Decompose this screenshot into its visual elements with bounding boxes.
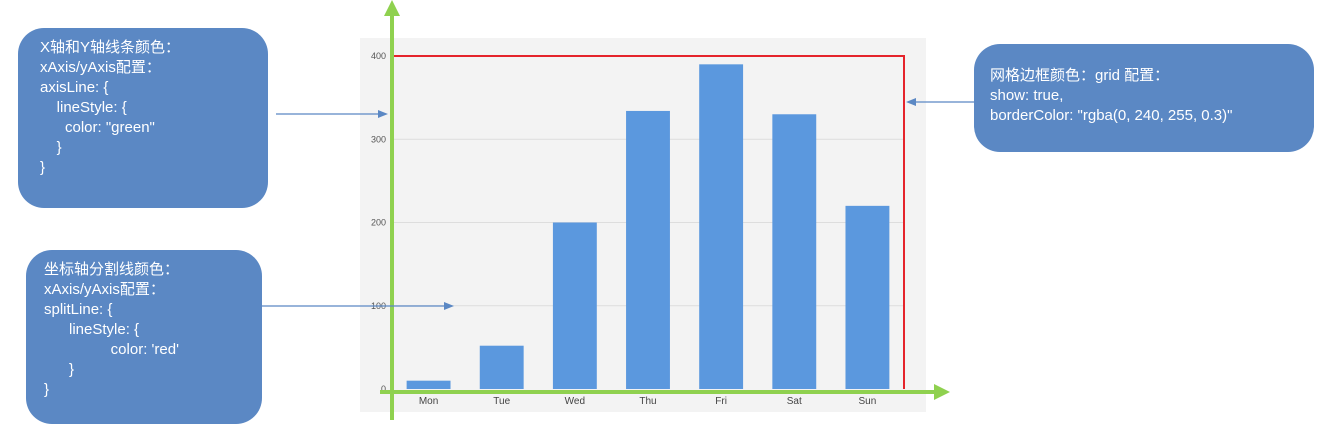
y-axis-arrowhead (384, 0, 400, 16)
note-line: 坐标轴分割线颜色： (44, 261, 180, 278)
split-line-note: 坐标轴分割线颜色： xAxis/yAxis配置： splitLine: { li… (26, 250, 262, 424)
note-line: splitLine: { (44, 301, 113, 318)
x-tick-label: Wed (565, 396, 585, 407)
y-tick-label: 300 (371, 134, 386, 144)
splitline-pointer-head (444, 302, 454, 310)
note-line: X轴和Y轴线条颜色： (40, 39, 181, 56)
x-tick-label: Fri (715, 396, 727, 407)
y-tick-label: 0 (381, 384, 386, 394)
bar-mon (406, 380, 451, 389)
note-line: lineStyle: { (40, 99, 127, 116)
note-line: xAxis/yAxis配置： (44, 281, 165, 298)
x-axis-arrowhead (934, 384, 950, 400)
pointer-arrows (262, 98, 974, 310)
note-line: } (44, 381, 50, 398)
note-line: } (40, 139, 62, 156)
grid-border (392, 55, 905, 389)
y-tick-label: 400 (371, 51, 386, 61)
note-line: 网格边框颜色：grid 配置： (990, 67, 1170, 84)
x-tick-label: Thu (639, 396, 656, 407)
grid-border-note: 网格边框颜色：grid 配置： show: true, borderColor:… (974, 44, 1314, 152)
note-line: color: 'red' (44, 341, 179, 358)
x-tick-label: Tue (493, 396, 510, 407)
bars (406, 64, 890, 390)
x-tick-labels: Mon Tue Wed Thu Fri Sat Sun (419, 396, 876, 407)
y-tick-label: 200 (371, 218, 386, 228)
note-line: borderColor: "rgba(0, 240, 255, 0.3)" (990, 107, 1233, 124)
x-tick-label: Sat (787, 396, 802, 407)
bar-thu (626, 110, 670, 389)
note-line: } (40, 159, 46, 176)
bar-fri (699, 64, 744, 389)
x-tick-label: Sun (859, 396, 877, 407)
axis-line-note: X轴和Y轴线条颜色： xAxis/yAxis配置： axisLine: { li… (18, 28, 268, 208)
axes (380, 0, 950, 420)
bar-wed (552, 222, 597, 389)
note-line: show: true, (990, 87, 1064, 104)
grid-pointer-head (906, 98, 916, 106)
axisline-pointer-head (378, 110, 388, 118)
note-line: lineStyle: { (44, 321, 140, 338)
note-line: color: "green" (40, 119, 155, 136)
bar-sun (845, 205, 890, 389)
x-tick-label: Mon (419, 396, 438, 407)
note-line: } (44, 361, 75, 378)
bar-sat (772, 114, 817, 390)
note-line: xAxis/yAxis配置： (40, 59, 161, 76)
bar-tue (479, 345, 524, 389)
note-line: axisLine: { (40, 79, 109, 96)
